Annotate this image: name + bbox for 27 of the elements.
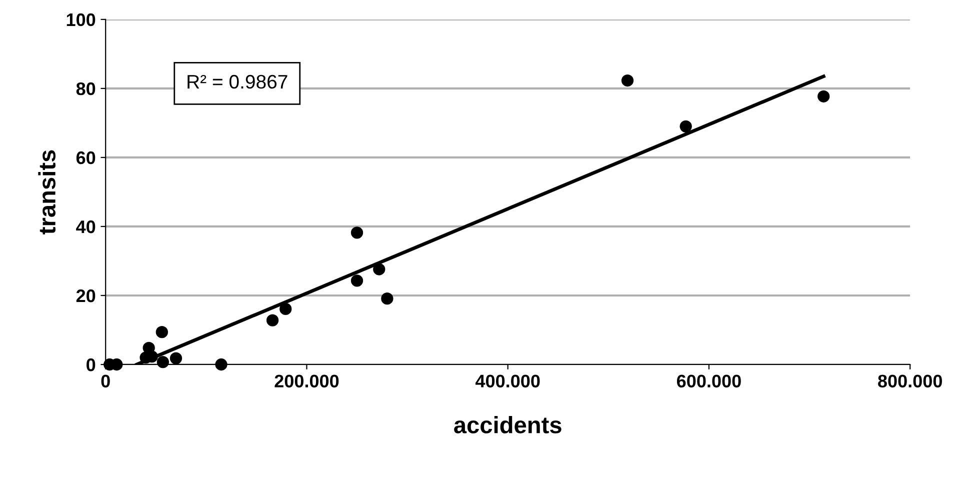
point <box>621 74 634 87</box>
point <box>381 292 394 305</box>
x-tick-label: 600.000 <box>676 374 741 388</box>
y-axis-title: transits <box>38 150 56 234</box>
annotation: R² = 0.9867 <box>188 74 288 89</box>
point <box>350 226 364 239</box>
x-tick-label: 200.000 <box>274 374 339 388</box>
y-tick-label: 80 <box>76 82 96 96</box>
y-tick-label: 60 <box>76 151 96 164</box>
point <box>280 302 292 316</box>
point <box>215 358 228 371</box>
point <box>680 120 692 132</box>
x-tick-label: 800.000 <box>878 374 942 388</box>
x-tick-label: 400.000 <box>475 374 540 388</box>
x-axis-title: accidents <box>454 416 562 434</box>
x-tick-label: 0 <box>101 374 110 388</box>
point <box>156 326 168 338</box>
point <box>266 314 279 326</box>
y-tick-label: 20 <box>76 289 96 302</box>
y-tick-label: 0 <box>86 358 96 372</box>
point <box>156 356 169 368</box>
y-tick-label: 100 <box>66 13 96 26</box>
point <box>818 90 830 102</box>
point <box>373 263 386 276</box>
point <box>350 274 364 287</box>
y-tick-label: 40 <box>76 220 96 234</box>
point <box>170 352 182 364</box>
